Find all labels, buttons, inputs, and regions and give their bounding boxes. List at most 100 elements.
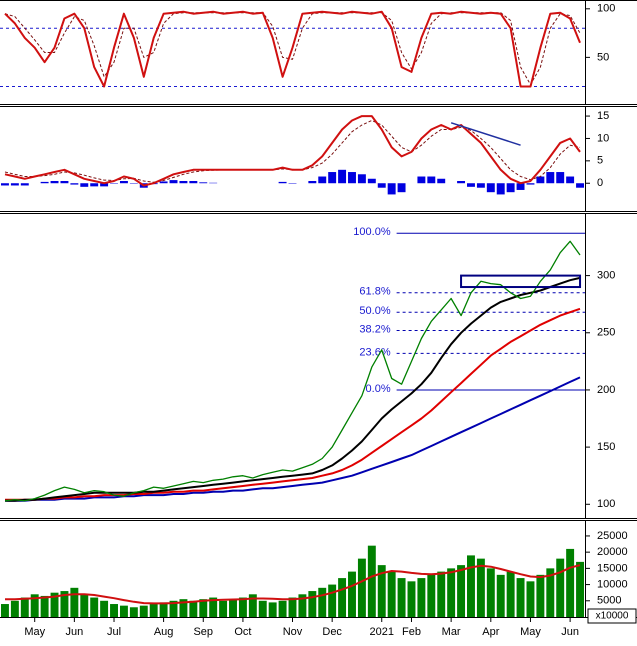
bar bbox=[338, 578, 346, 617]
bar bbox=[388, 572, 396, 617]
bar bbox=[120, 181, 128, 183]
fibonacci-label: 100.0% bbox=[353, 226, 391, 238]
bar bbox=[507, 183, 515, 192]
bar bbox=[477, 559, 485, 617]
bar bbox=[90, 598, 98, 617]
x-tick-label: Feb bbox=[402, 626, 421, 638]
bar bbox=[358, 559, 366, 617]
x-tick-label: Mar bbox=[442, 626, 461, 638]
bar bbox=[308, 181, 316, 183]
bar bbox=[279, 601, 287, 617]
x-tick-label: Aug bbox=[154, 626, 174, 638]
bar bbox=[507, 572, 515, 617]
bar bbox=[239, 598, 247, 617]
y-tick-label: 10000 bbox=[597, 578, 628, 590]
x-tick-label: Jun bbox=[65, 626, 83, 638]
bar bbox=[497, 183, 505, 194]
bar bbox=[556, 559, 564, 617]
bar bbox=[318, 177, 326, 184]
bar bbox=[566, 177, 574, 184]
y-tick-label: 25000 bbox=[597, 530, 628, 542]
fibonacci-label: 0.0% bbox=[366, 383, 391, 395]
bar bbox=[179, 181, 187, 183]
bar bbox=[269, 602, 277, 617]
bar bbox=[467, 183, 475, 187]
bar bbox=[170, 180, 178, 183]
bar bbox=[160, 602, 168, 617]
bar bbox=[160, 181, 168, 183]
bar bbox=[447, 568, 455, 617]
bar bbox=[21, 183, 29, 185]
bar bbox=[70, 183, 78, 184]
bar bbox=[41, 596, 49, 617]
bar bbox=[546, 172, 554, 183]
bar bbox=[487, 183, 495, 192]
y-tick-label: 200 bbox=[597, 384, 615, 396]
y-tick-label: 20000 bbox=[597, 546, 628, 558]
bar bbox=[308, 591, 316, 617]
bar bbox=[51, 181, 59, 183]
y-tick-label: 0 bbox=[597, 177, 603, 189]
bar bbox=[398, 578, 406, 617]
bar bbox=[358, 174, 366, 183]
bar bbox=[576, 562, 584, 617]
bar bbox=[259, 601, 267, 617]
bar bbox=[328, 172, 336, 183]
bar bbox=[60, 181, 68, 183]
bar bbox=[41, 182, 49, 183]
x-tick-label: Apr bbox=[482, 626, 499, 638]
bar bbox=[90, 183, 98, 186]
bar bbox=[318, 588, 326, 617]
x-tick-label: Jun bbox=[561, 626, 579, 638]
bar bbox=[437, 179, 445, 183]
bar bbox=[1, 183, 9, 185]
x-tick-label: May bbox=[520, 626, 541, 638]
bar bbox=[328, 585, 336, 617]
bar bbox=[120, 606, 128, 617]
bar bbox=[11, 183, 19, 185]
bar bbox=[279, 182, 287, 183]
bar bbox=[289, 598, 297, 617]
bar bbox=[189, 601, 197, 617]
bar bbox=[566, 549, 574, 617]
bar bbox=[1, 604, 9, 617]
y-tick-label: 15 bbox=[597, 110, 609, 122]
fibonacci-label: 23.6% bbox=[359, 346, 390, 358]
bar bbox=[199, 182, 207, 183]
x-tick-label: Nov bbox=[283, 626, 303, 638]
bar bbox=[417, 177, 425, 184]
bar bbox=[477, 183, 485, 187]
bar bbox=[368, 179, 376, 183]
bar bbox=[229, 599, 237, 617]
y-tick-label: 100 bbox=[597, 498, 615, 510]
x-tick-label: 2021 bbox=[369, 626, 393, 638]
bar bbox=[408, 581, 416, 617]
bar bbox=[80, 594, 88, 617]
bar bbox=[130, 607, 138, 617]
bar bbox=[378, 183, 386, 187]
bar bbox=[388, 183, 396, 194]
bar bbox=[368, 546, 376, 617]
bar bbox=[150, 604, 158, 617]
bar bbox=[348, 172, 356, 183]
y-tick-label: 250 bbox=[597, 327, 615, 339]
x-tick-label: May bbox=[24, 626, 45, 638]
bar bbox=[219, 601, 227, 617]
fibonacci-label: 61.8% bbox=[359, 286, 390, 298]
bar bbox=[487, 568, 495, 617]
bar bbox=[517, 578, 525, 617]
bar bbox=[457, 565, 465, 617]
bar bbox=[467, 555, 475, 617]
y-tick-label: 100 bbox=[597, 3, 615, 15]
bar bbox=[110, 604, 118, 617]
fibonacci-label: 50.0% bbox=[359, 305, 390, 317]
bar bbox=[338, 170, 346, 183]
bar bbox=[556, 172, 564, 183]
bar bbox=[11, 601, 19, 617]
bar bbox=[427, 177, 435, 184]
bar bbox=[427, 575, 435, 617]
y-tick-label: 300 bbox=[597, 270, 615, 282]
bar bbox=[527, 581, 535, 617]
